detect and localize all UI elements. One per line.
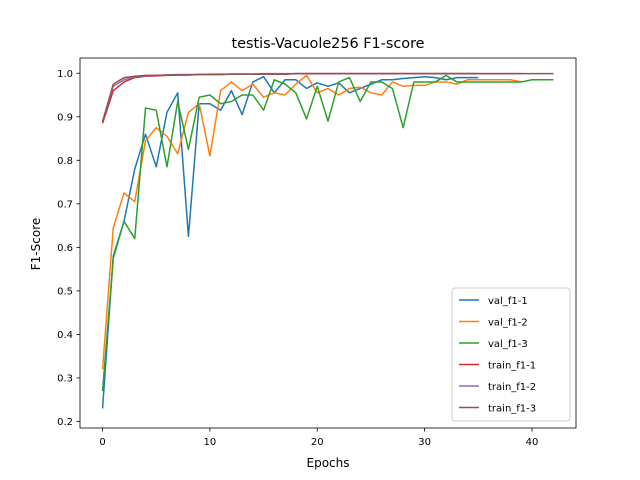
legend-label: val_f1-3 (488, 339, 528, 350)
x-tick-label: 20 (311, 437, 324, 448)
x-tick-label: 10 (204, 437, 217, 448)
series-line-train_f1-2 (101, 72, 522, 122)
y-tick-label: 0.3 (57, 374, 73, 385)
y-axis-ticks: 0.2 0.3 0.4 0.5 0.6 0.7 0.8 0.9 1.0 (57, 69, 80, 428)
y-tick-label: 1.0 (57, 69, 73, 80)
legend-label: train_f1-3 (488, 404, 536, 415)
y-tick-label: 0.4 (57, 330, 73, 341)
x-tick-label: 0 (99, 437, 105, 448)
y-tick-label: 0.2 (57, 417, 73, 428)
plot-area (101, 72, 554, 409)
x-axis-label: Epochs (307, 456, 350, 470)
plot-frame (79, 57, 577, 429)
chart-title: testis-Vacuole256 F1-score (231, 36, 424, 52)
x-axis-ticks: 0 10 20 30 40 (99, 428, 538, 448)
series-line-val_f1-1 (101, 75, 479, 409)
legend-label: train_f1-2 (488, 382, 536, 393)
series-line-val_f1-2 (101, 74, 522, 370)
legend-label: val_f1-2 (488, 318, 528, 329)
y-tick-label: 0.8 (57, 156, 73, 167)
y-tick-label: 0.6 (57, 243, 73, 254)
y-axis-label: F1-Score (29, 218, 43, 270)
legend: val_f1-1 val_f1-2 val_f1-3 train_f1-1 train_… (451, 287, 571, 422)
y-tick-label: 0.9 (57, 112, 73, 123)
y-tick-label: 0.5 (57, 286, 73, 297)
x-tick-label: 30 (418, 437, 431, 448)
series-line-train_f1-3 (101, 72, 554, 123)
y-tick-label: 0.7 (57, 199, 73, 210)
legend-label: train_f1-1 (488, 361, 536, 372)
legend-box (451, 287, 571, 422)
x-tick-label: 40 (526, 437, 539, 448)
legend-label: val_f1-1 (488, 296, 528, 307)
series-line-val_f1-3 (101, 74, 554, 392)
series-line-train_f1-1 (101, 72, 479, 124)
